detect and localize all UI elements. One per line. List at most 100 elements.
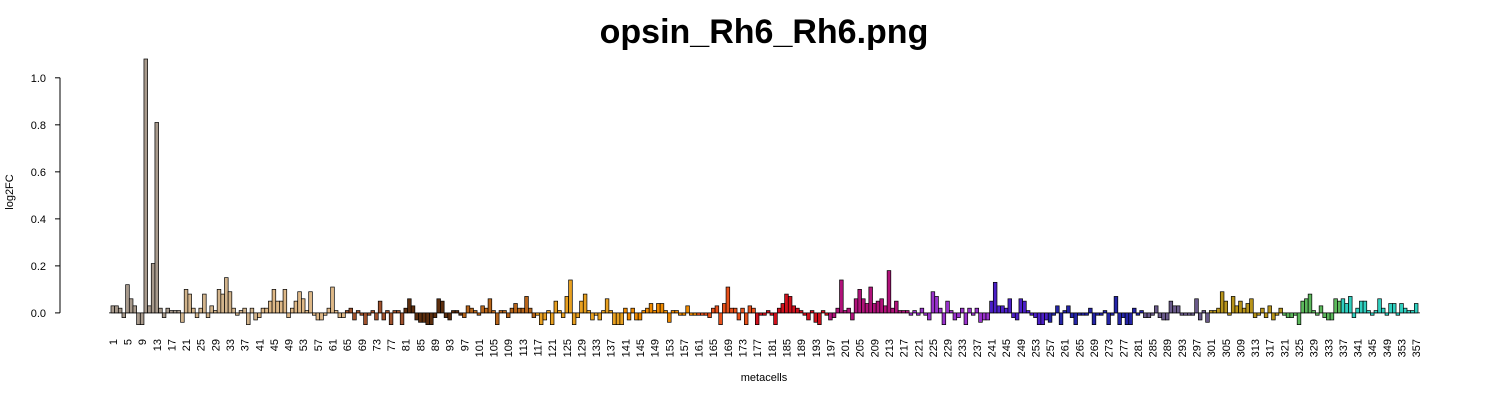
bar [872,303,877,314]
bar [615,312,621,325]
bar [582,293,588,314]
bar [344,310,350,314]
x-tick-label: 309 [1235,339,1247,357]
bar [1110,312,1115,316]
bar [663,310,668,314]
bar [549,312,555,325]
bar [158,307,163,314]
bar [531,312,537,318]
bar [183,289,189,314]
bar [348,307,353,314]
bar [1300,300,1305,314]
x-tick-label: 213 [884,339,896,357]
bar [773,312,778,325]
x-tick-label: 109 [503,339,515,357]
bar [487,298,493,314]
bar [809,310,815,314]
bar [853,298,859,314]
bar [374,312,379,321]
bar [1230,296,1236,314]
bar [908,312,914,316]
bar [1205,312,1210,323]
bar [1377,298,1382,314]
bar [509,307,515,314]
bar [1260,307,1265,314]
bar [1337,300,1342,314]
bar [176,310,181,314]
x-tick-label: 149 [650,339,662,357]
bar [1201,310,1207,314]
bar [238,310,244,314]
x-tick-label: 321 [1279,339,1291,357]
bar [1135,312,1141,316]
bar [249,307,255,314]
x-tick-label: 1 [108,339,120,345]
bar [304,310,310,314]
x-tick-label: 217 [899,339,911,357]
bar [1219,291,1225,314]
bar [363,312,368,325]
bar [458,312,463,316]
bar [824,312,829,316]
x-tick-label: 269 [1089,339,1101,357]
bar [1289,312,1294,318]
bar [711,307,716,314]
bar [513,303,518,314]
bar [216,289,222,314]
bar [143,58,148,314]
bar [399,312,405,325]
bar [253,312,258,321]
bar [180,312,185,323]
bar [506,312,511,318]
bar [886,270,892,314]
bar [1322,312,1327,318]
bar [1197,312,1203,321]
chart-title: opsin_Rh6_Rh6.png [600,13,929,51]
x-tick-label: 41 [254,339,266,351]
bar [1252,312,1258,318]
bar [224,277,229,314]
bar [949,310,954,314]
bar [1179,312,1185,316]
bar [1362,300,1368,314]
y-tick-label: 0.0 [31,308,46,320]
bar [1406,310,1412,314]
bar [1117,312,1122,325]
x-tick-label: 245 [1001,339,1013,357]
bar [1311,310,1316,314]
bar [1263,312,1269,318]
bar [333,310,339,314]
x-tick-label: 169 [723,339,735,357]
bar [1366,310,1371,314]
x-tick-label: 225 [928,339,940,357]
bar [1022,300,1027,314]
bar [795,307,800,314]
bar [996,305,1001,314]
bar [1296,312,1302,325]
bar [597,312,602,321]
bar [1000,305,1005,314]
bar [352,312,357,321]
bar [1146,312,1152,318]
bar [381,312,386,321]
bar [842,310,848,314]
bar [604,298,610,314]
bar [568,279,573,314]
bar [396,310,401,314]
x-tick-label: 137 [606,339,618,357]
bar [213,310,218,314]
y-tick-label: 0.6 [31,167,46,179]
bar [813,312,818,323]
x-tick-label: 333 [1323,339,1335,357]
bar [154,122,159,314]
bar [1157,312,1163,318]
bar [1062,310,1067,314]
bar [1154,305,1159,314]
bar [696,312,701,316]
bar [835,307,840,314]
bar [879,298,884,314]
bar [985,312,991,321]
x-tick-label: 241 [986,339,998,357]
bar [765,310,771,314]
